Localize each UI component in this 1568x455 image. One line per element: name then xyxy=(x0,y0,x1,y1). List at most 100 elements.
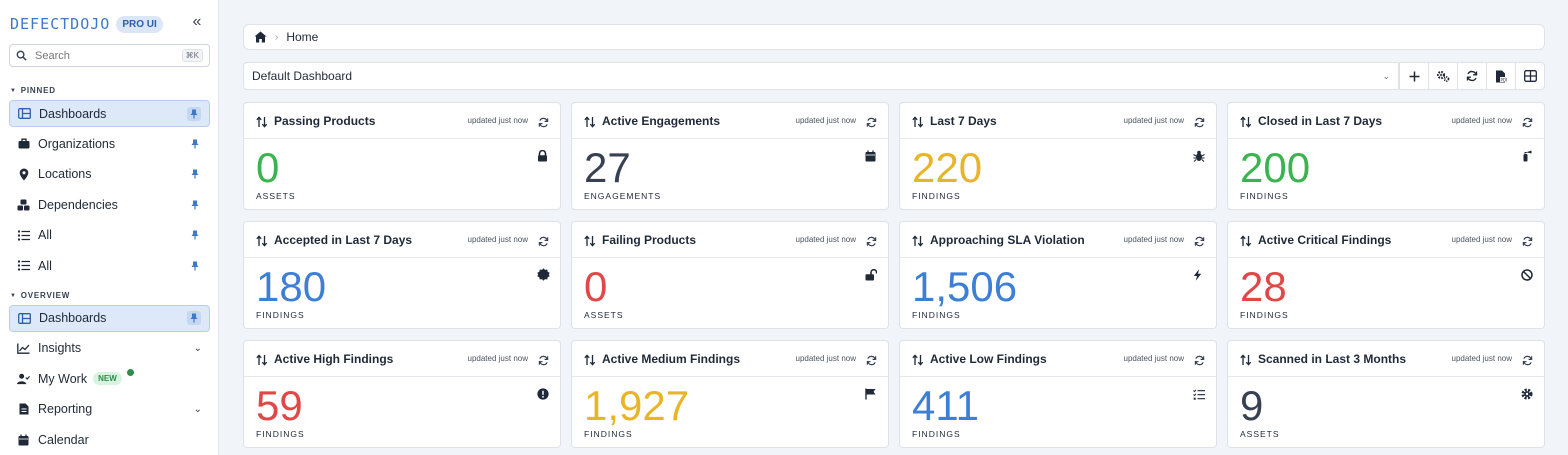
widget-value: 0 xyxy=(256,144,280,191)
drag-sort-icon[interactable] xyxy=(912,353,924,366)
sidebar-item-label: Insights xyxy=(38,341,82,356)
widget-card: Active Critical Findings updated just now… xyxy=(1227,221,1545,329)
widget-card: Active High Findings updated just now 59 FI… xyxy=(243,340,561,448)
pin-icon[interactable] xyxy=(188,167,202,181)
widget-unit: FINDINGS xyxy=(256,429,305,439)
refresh-icon[interactable] xyxy=(1522,353,1534,365)
pin-icon[interactable] xyxy=(187,106,201,121)
refresh-icon[interactable] xyxy=(1194,353,1206,365)
widget-card: Closed in Last 7 Days updated just now 200… xyxy=(1227,102,1545,210)
pinned-item-organizations[interactable]: Organizations xyxy=(9,130,210,157)
widget-unit: ASSETS xyxy=(1240,429,1280,439)
breadcrumb-current[interactable]: Home xyxy=(286,30,319,44)
drag-sort-icon[interactable] xyxy=(912,234,924,247)
pinned-item-locations[interactable]: Locations xyxy=(9,161,210,188)
drag-sort-icon[interactable] xyxy=(1240,353,1252,366)
refresh-icon[interactable] xyxy=(1522,234,1534,246)
widget-header: Last 7 Days updated just now xyxy=(900,103,1216,139)
overview-item-dashboards[interactable]: Dashboards xyxy=(9,304,210,332)
drag-sort-icon[interactable] xyxy=(1240,115,1252,128)
drag-sort-icon[interactable] xyxy=(912,115,924,128)
brand[interactable]: DEFECTDOJO PRO UI xyxy=(10,14,163,34)
lock-icon xyxy=(537,149,550,162)
sidebar-item-label: Dashboards xyxy=(39,311,107,325)
widget-header: Closed in Last 7 Days updated just now xyxy=(1228,103,1544,139)
refresh-icon[interactable] xyxy=(1194,115,1206,127)
refresh-icon[interactable] xyxy=(866,115,878,127)
widget-updated-text: updated just now xyxy=(467,235,529,244)
widget-card: Last 7 Days updated just now 220 FINDINGS xyxy=(899,102,1217,210)
overview-item-insights[interactable]: Insights ⌄ xyxy=(9,335,210,362)
settings-button[interactable] xyxy=(1428,63,1457,89)
overview-item-my-work[interactable]: My Work NEW xyxy=(9,365,210,392)
collapse-sidebar-icon[interactable]: « xyxy=(192,13,202,30)
widget-header: Passing Products updated just now xyxy=(244,103,560,139)
refresh-icon[interactable] xyxy=(538,115,550,127)
overview-item-calendar[interactable]: Calendar xyxy=(9,426,210,453)
drag-sort-icon[interactable] xyxy=(256,115,268,128)
search-box[interactable]: ⌘K xyxy=(9,44,210,67)
pin-icon[interactable] xyxy=(188,228,202,242)
drag-sort-icon[interactable] xyxy=(584,353,596,366)
widget-updated-text: updated just now xyxy=(1451,116,1513,125)
widget-value: 1,927 xyxy=(584,382,690,429)
widget-title: Active Low Findings xyxy=(930,351,1047,366)
pinned-item-all[interactable]: All xyxy=(9,252,210,279)
home-icon[interactable] xyxy=(254,31,267,43)
widget-unit: ENGAGEMENTS xyxy=(584,191,662,201)
overview-item-reporting[interactable]: Reporting ⌄ xyxy=(9,396,210,423)
dashboard-select[interactable]: Default Dashboard ⌄ xyxy=(244,63,1399,89)
pin-icon[interactable] xyxy=(188,137,202,151)
refresh-button[interactable] xyxy=(1457,63,1486,89)
widget-unit: FINDINGS xyxy=(912,191,961,201)
drag-sort-icon[interactable] xyxy=(256,234,268,247)
user-check-icon xyxy=(17,372,30,385)
chevron-down-icon[interactable]: ⌄ xyxy=(193,403,202,415)
refresh-icon[interactable] xyxy=(866,234,878,246)
refresh-icon xyxy=(1466,70,1478,82)
search-icon xyxy=(16,50,27,61)
drag-sort-icon[interactable] xyxy=(584,234,596,247)
widget-value: 1,506 xyxy=(912,263,1018,310)
fire-extinguisher-icon xyxy=(1521,149,1534,162)
bug-icon xyxy=(1193,149,1206,162)
sidebar: DEFECTDOJO PRO UI « ⌘K ▼PINNED Dashboard… xyxy=(0,0,219,455)
pin-icon[interactable] xyxy=(188,259,202,273)
refresh-icon[interactable] xyxy=(538,234,550,246)
pin-icon[interactable] xyxy=(188,198,202,212)
pin-icon[interactable] xyxy=(187,311,201,325)
widget-header: Active Critical Findings updated just now xyxy=(1228,222,1544,258)
widget-value: 411 xyxy=(912,382,979,429)
refresh-icon[interactable] xyxy=(1522,115,1534,127)
sidebar-item-label: Calendar xyxy=(38,432,89,447)
drag-sort-icon[interactable] xyxy=(1240,234,1252,247)
export-pdf-button[interactable]: PDF xyxy=(1486,63,1515,89)
refresh-icon[interactable] xyxy=(866,353,878,365)
drag-sort-icon[interactable] xyxy=(584,115,596,128)
refresh-icon[interactable] xyxy=(538,353,550,365)
layout-grid-button[interactable] xyxy=(1515,63,1544,89)
pinned-item-dashboards[interactable]: Dashboards xyxy=(9,100,210,127)
widget-card: Accepted in Last 7 Days updated just now 1… xyxy=(243,221,561,329)
svg-text:PDF: PDF xyxy=(1501,77,1508,82)
widget-title: Scanned in Last 3 Months xyxy=(1258,351,1407,366)
widget-value: 220 xyxy=(912,144,983,191)
widget-grid: Passing Products updated just now 0 ASSETS A… xyxy=(243,102,1546,448)
refresh-icon[interactable] xyxy=(1194,234,1206,246)
drag-sort-icon[interactable] xyxy=(256,353,268,366)
file-icon xyxy=(17,403,30,416)
dashboard-toolbar: Default Dashboard ⌄ PDF xyxy=(243,62,1545,90)
widget-title: Active Engagements xyxy=(602,113,721,128)
add-widget-button[interactable] xyxy=(1399,63,1428,89)
pinned-item-dependencies[interactable]: Dependencies xyxy=(9,191,210,218)
widget-unit: FINDINGS xyxy=(1240,310,1289,320)
widget-updated-text: updated just now xyxy=(467,116,529,125)
widget-updated-text: updated just now xyxy=(795,116,857,125)
sidebar-item-label: Dashboards xyxy=(39,106,107,121)
pinned-item-all[interactable]: All xyxy=(9,222,210,249)
search-input[interactable] xyxy=(35,49,165,62)
overview-section-label[interactable]: ▼ OVERVIEW xyxy=(10,291,71,300)
sidebar-item-label: My Work xyxy=(38,371,88,386)
chevron-down-icon[interactable]: ⌄ xyxy=(193,342,202,354)
pinned-section-label[interactable]: ▼ PINNED xyxy=(10,86,56,95)
